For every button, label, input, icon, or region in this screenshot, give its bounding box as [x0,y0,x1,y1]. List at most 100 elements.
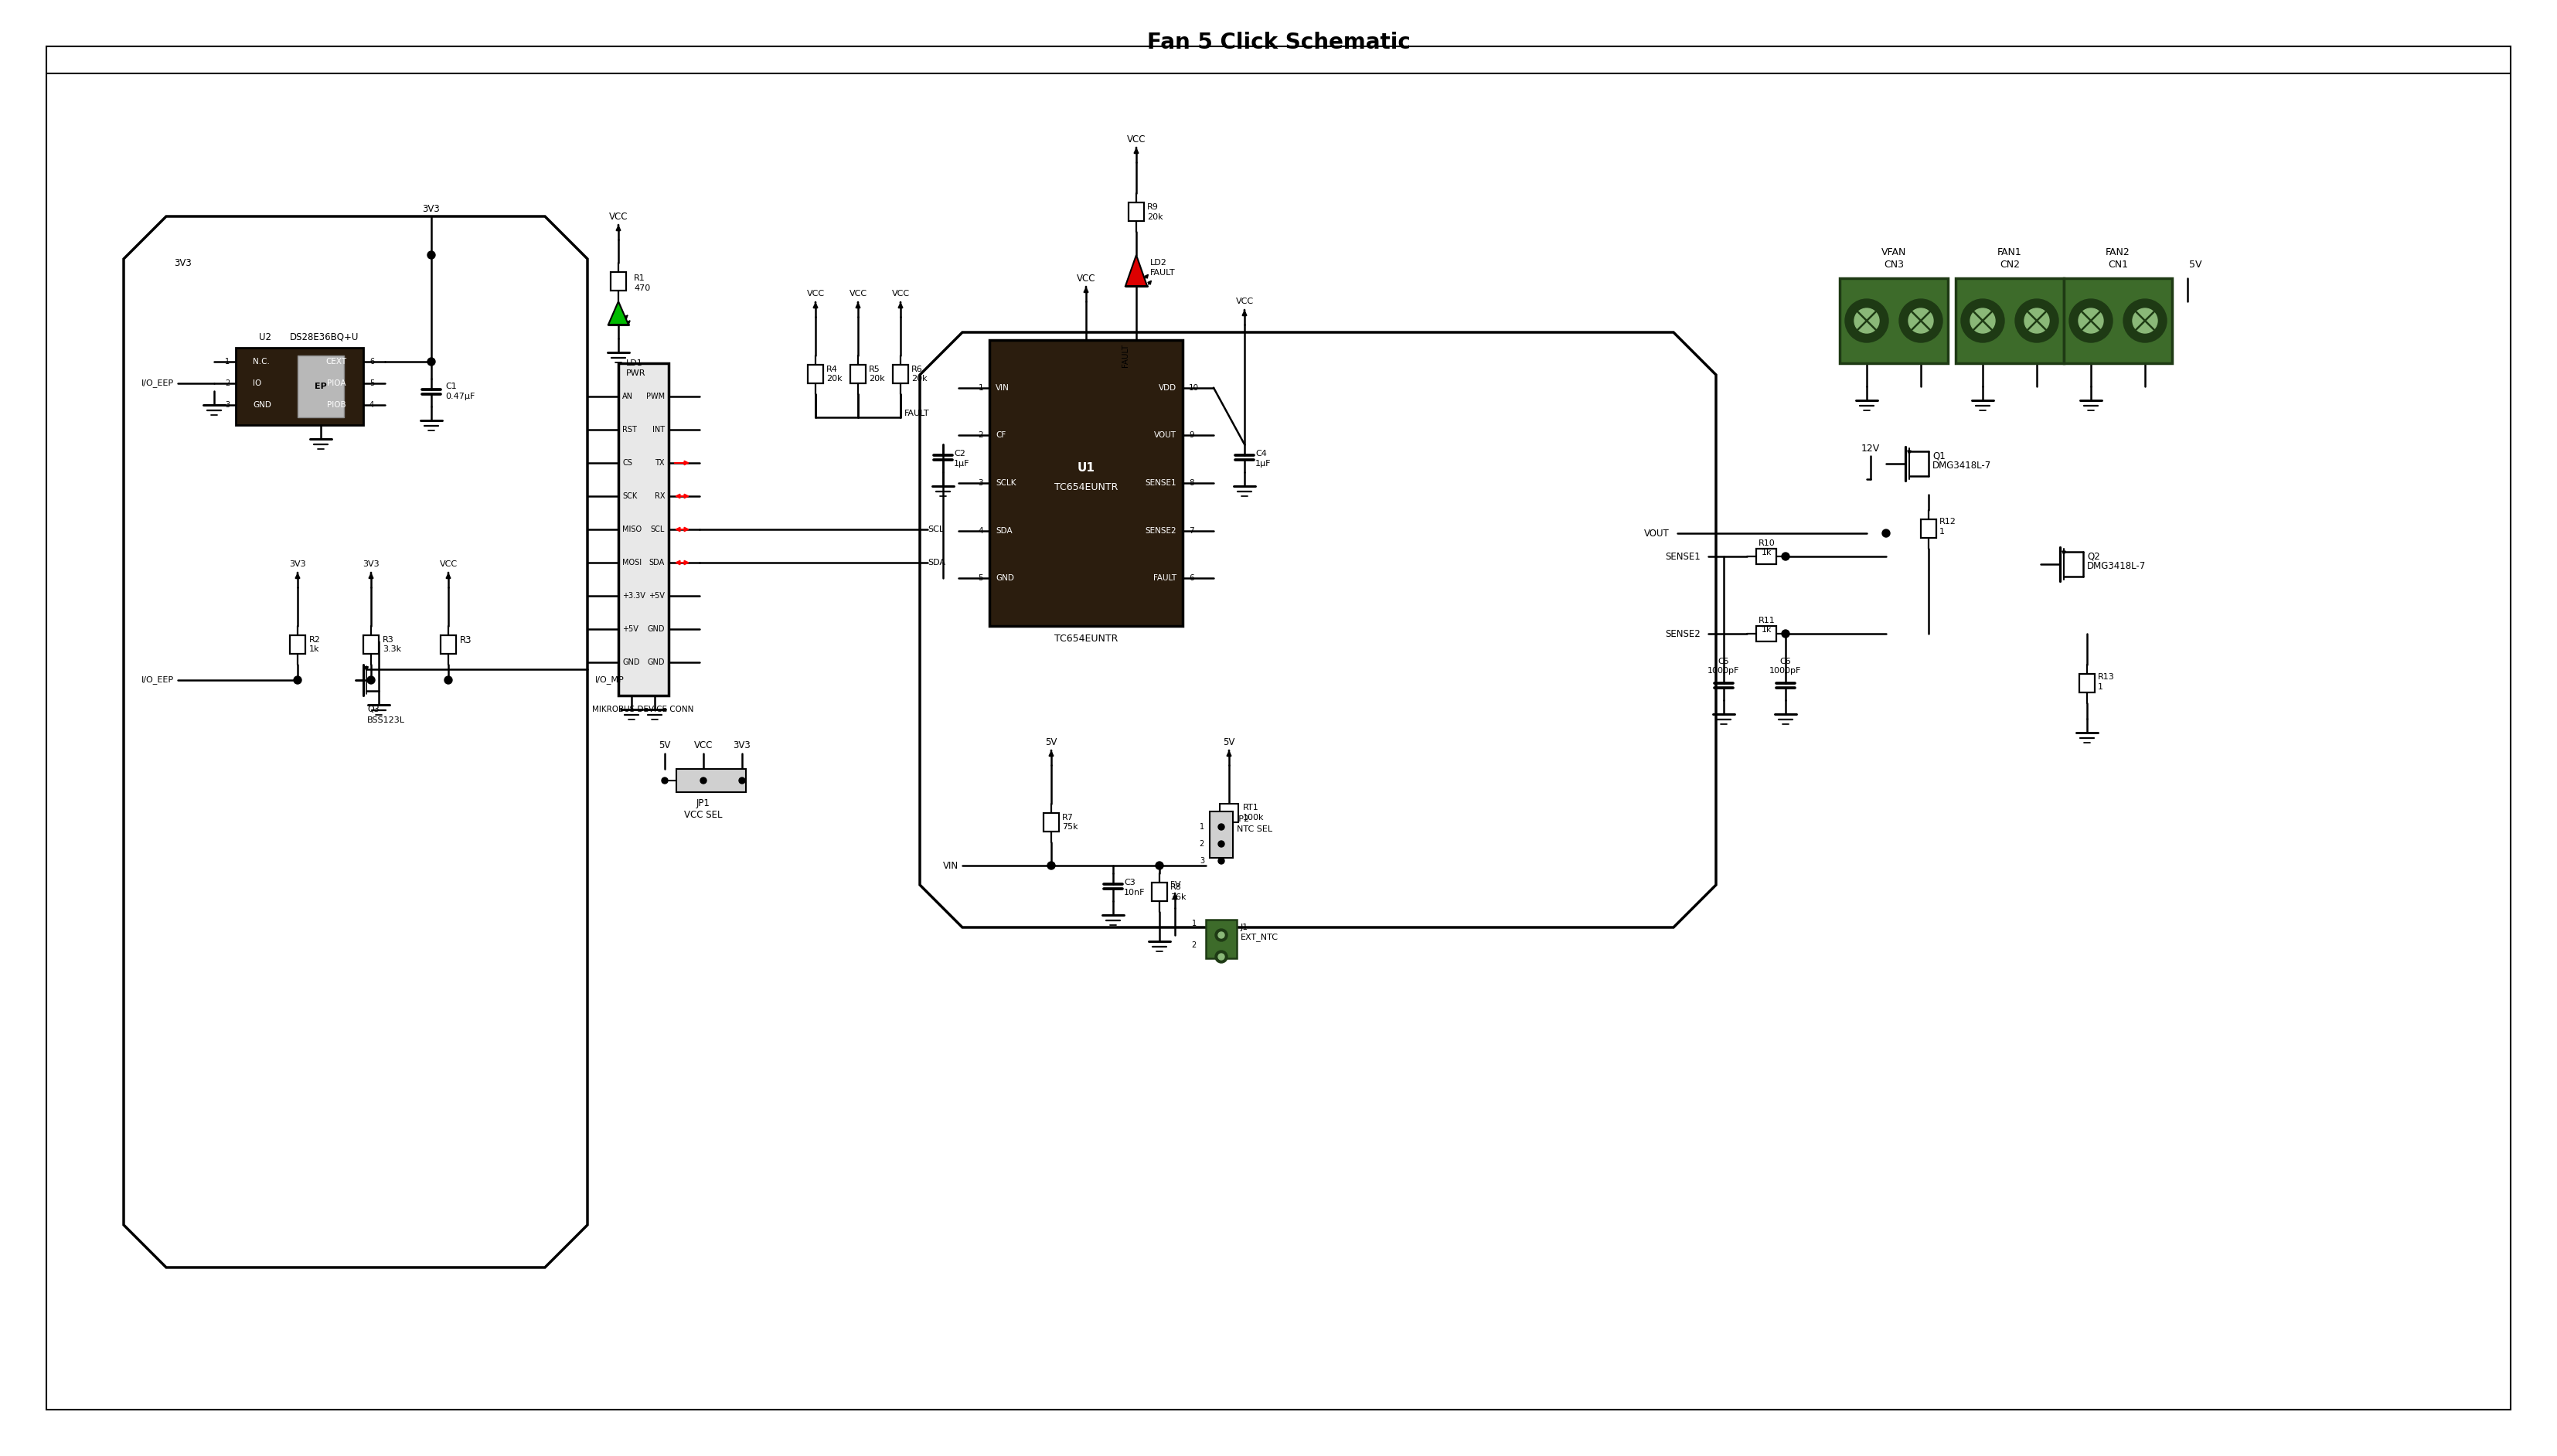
Text: RST: RST [621,425,637,434]
Text: 3V3: 3V3 [363,561,378,568]
Text: 1: 1 [1192,920,1197,927]
Text: C3: C3 [1125,879,1135,887]
Circle shape [1961,298,2005,342]
Text: 20k: 20k [869,374,885,383]
Text: SDA: SDA [649,559,665,566]
Circle shape [739,778,744,783]
Text: 5V: 5V [1222,737,1235,747]
Text: VIN: VIN [944,860,959,871]
Bar [297,355,345,418]
Text: CN1: CN1 [2107,259,2127,269]
Text: R11: R11 [1759,617,1775,625]
Text: C1: C1 [445,383,458,390]
Bar [611,272,626,291]
Circle shape [1846,298,1890,342]
Text: 36k: 36k [1171,894,1186,901]
Text: R2: R2 [309,636,320,644]
Text: FAN1: FAN1 [1997,248,2023,256]
Text: VOUT: VOUT [1644,529,1670,539]
Text: R12: R12 [1938,518,1956,526]
Bar [363,635,378,654]
Text: 6: 6 [1189,575,1194,582]
Text: U2: U2 [258,332,271,342]
Text: SENSE2: SENSE2 [1146,527,1176,534]
Text: C2: C2 [954,450,967,457]
Text: DS28E36BQ+U: DS28E36BQ+U [289,332,358,342]
Text: TC654EUNTR: TC654EUNTR [1053,482,1117,492]
Text: SENSE2: SENSE2 [1665,629,1700,639]
Bar [678,769,747,792]
Text: AN: AN [621,393,634,400]
Text: CN2: CN2 [2000,259,2020,269]
Text: CS: CS [621,459,632,467]
Text: VCC: VCC [1076,274,1094,284]
Text: MOSI: MOSI [621,559,642,566]
Bar [1151,882,1166,901]
Text: 1µF: 1µF [1255,460,1271,467]
Circle shape [2122,298,2166,342]
Text: 5V: 5V [1169,881,1181,888]
Text: 12V: 12V [1861,443,1879,453]
Bar [1757,549,1777,563]
Text: R13: R13 [2097,673,2115,681]
Circle shape [1217,840,1225,847]
Text: VCC: VCC [1128,134,1146,144]
Circle shape [2069,298,2112,342]
Circle shape [1782,553,1790,561]
Text: 6: 6 [368,358,373,365]
Text: 3: 3 [979,479,984,486]
Text: VDD: VDD [1158,384,1176,392]
Text: NTC SEL: NTC SEL [1238,826,1273,833]
Bar [289,635,304,654]
Text: VOUT: VOUT [1153,431,1176,440]
Text: SENSE1: SENSE1 [1665,552,1700,562]
Text: 4: 4 [979,527,984,534]
Text: BSS123L: BSS123L [368,716,404,724]
Text: SENSE1: SENSE1 [1146,479,1176,486]
Bar [851,365,867,383]
Text: 5: 5 [979,575,984,582]
Text: FAULT: FAULT [1153,575,1176,582]
Text: SDA: SDA [928,559,946,566]
Text: MISO: MISO [621,526,642,533]
Text: PIOB: PIOB [327,400,345,409]
Bar [1043,812,1059,831]
Text: CN3: CN3 [1885,259,1905,269]
Text: FAN2: FAN2 [2104,248,2130,256]
Text: GND: GND [253,400,271,409]
Text: 2: 2 [979,431,984,440]
Text: Q2: Q2 [2087,552,2099,562]
Text: Q1: Q1 [1933,451,1946,462]
Text: 10nF: 10nF [1125,888,1146,897]
Text: 3: 3 [1199,858,1204,865]
Text: R7: R7 [1061,814,1074,821]
Text: SDA: SDA [995,527,1013,534]
Circle shape [445,676,453,684]
Text: MIKROBUS DEVICE CONN: MIKROBUS DEVICE CONN [593,706,693,713]
Circle shape [1908,309,1933,333]
Text: VCC: VCC [805,290,823,297]
Circle shape [2079,309,2104,333]
Text: 3V3: 3V3 [289,561,307,568]
Text: 20k: 20k [826,374,841,383]
Text: R1: R1 [634,274,644,282]
Circle shape [701,778,706,783]
Text: 1000pF: 1000pF [1708,667,1739,674]
Bar [1207,920,1238,958]
Circle shape [1854,309,1879,333]
Text: 7: 7 [1189,527,1194,534]
Text: R9: R9 [1148,204,1158,211]
Text: 20k: 20k [910,374,928,383]
Text: FAULT: FAULT [905,409,931,418]
Text: 3: 3 [225,400,230,409]
Text: 100k: 100k [1243,814,1263,821]
Circle shape [368,676,376,684]
Text: 1k: 1k [1762,549,1772,556]
Bar [1209,811,1232,858]
Text: 1: 1 [2097,683,2104,692]
Text: 5: 5 [368,380,373,387]
Circle shape [1217,932,1225,938]
Bar [1838,278,1948,363]
Text: VCC SEL: VCC SEL [685,810,724,820]
Bar [1220,804,1238,823]
